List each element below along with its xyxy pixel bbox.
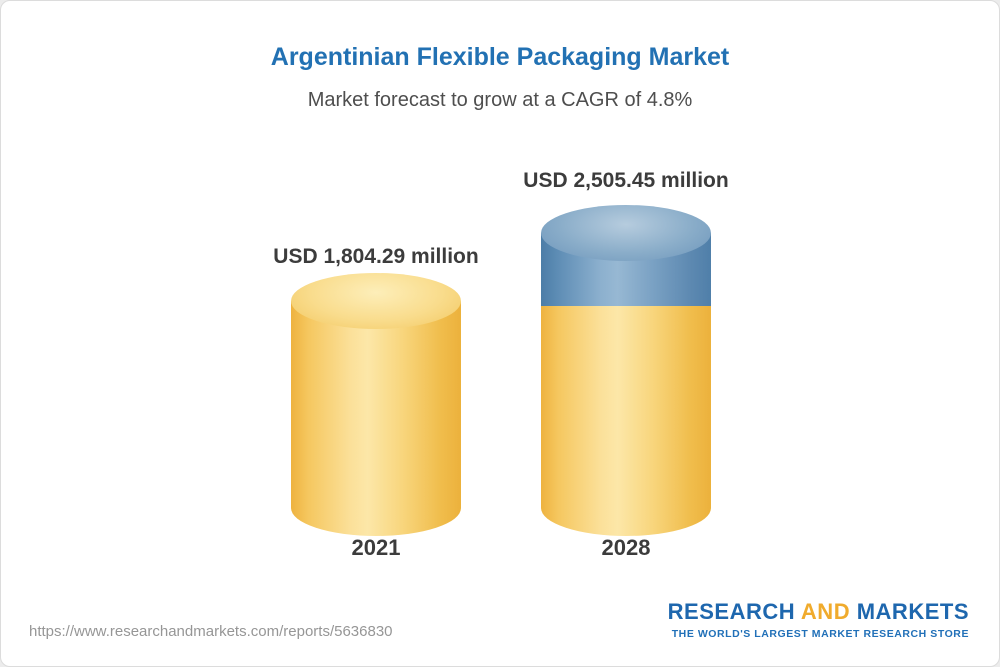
bar-2028-top-face (541, 205, 711, 261)
bar-2028-body (541, 306, 711, 536)
value-label-2021: USD 1,804.29 million (273, 245, 479, 268)
value-label-2028: USD 2,505.45 million (523, 169, 729, 192)
axis-label-2028: 2028 (601, 535, 651, 560)
logo-word-and: AND (800, 599, 851, 624)
bar-2021-top-face (291, 273, 461, 329)
chart-subtitle: Market forecast to grow at a CAGR of 4.8… (307, 89, 693, 111)
bar-2021-body (291, 301, 461, 536)
logo-word-markets: MARKETS (856, 599, 969, 624)
logo-tagline: THE WORLD'S LARGEST MARKET RESEARCH STOR… (671, 628, 969, 640)
logo-wordmark: RESEARCH AND MARKETS (668, 599, 969, 625)
chart-title: Argentinian Flexible Packaging Market (270, 43, 730, 71)
report-url[interactable]: https://www.researchandmarkets.com/repor… (29, 623, 393, 640)
research-and-markets-logo: RESEARCH AND MARKETS THE WORLD'S LARGEST… (668, 599, 969, 640)
axis-label-2021: 2021 (351, 535, 401, 560)
logo-word-research: RESEARCH (667, 599, 796, 624)
